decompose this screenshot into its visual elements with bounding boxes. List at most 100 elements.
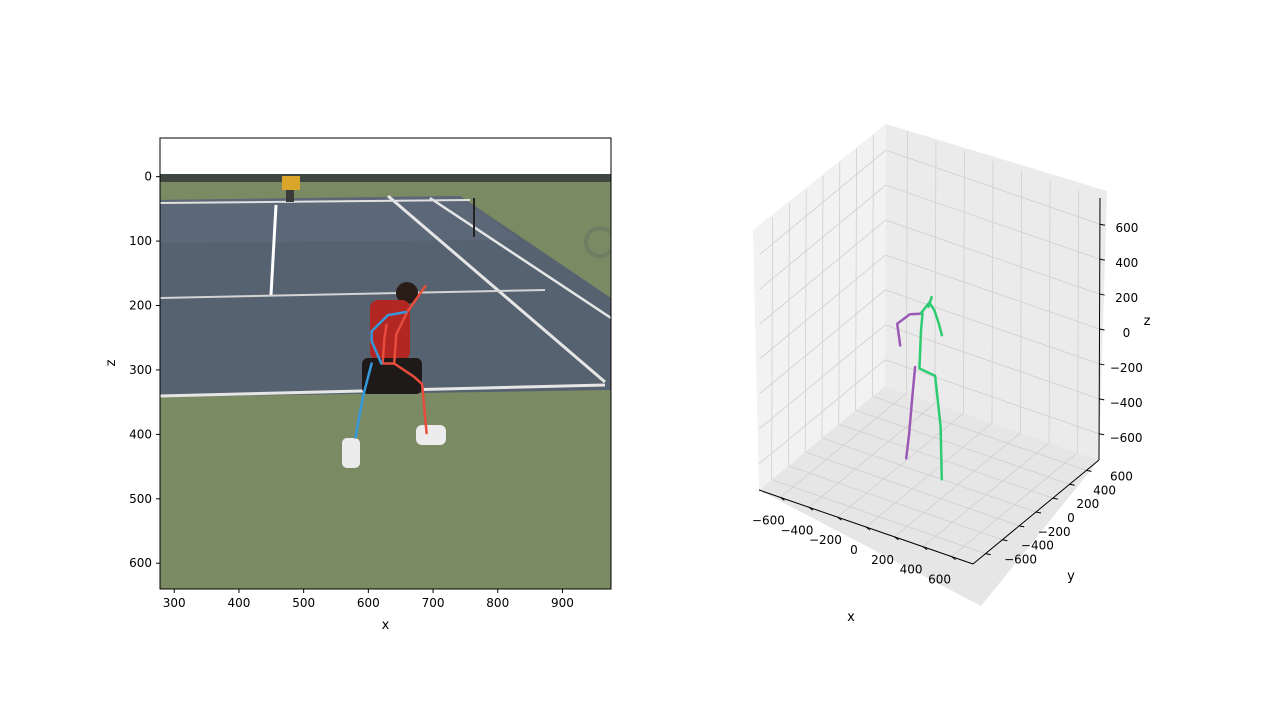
y-tick-mark bbox=[1002, 539, 1008, 542]
z-tick-label: −200 bbox=[1110, 361, 1143, 375]
z-tick-label: 600 bbox=[1115, 221, 1138, 235]
y-tick-label: 200 bbox=[1076, 497, 1099, 511]
image-y-tick-label: 100 bbox=[129, 234, 152, 248]
y-tick-mark bbox=[1052, 497, 1058, 500]
right-limb-2d bbox=[392, 362, 428, 435]
image-x-tick-label: 800 bbox=[486, 596, 509, 610]
image-panel: 300 400 500 600 700 800 900 0 100 200 300 400 500 60… bbox=[104, 137, 612, 633]
side-wall-gridline-z bbox=[759, 289, 886, 395]
pose-3d-x-axis-label: x bbox=[847, 610, 855, 625]
x-tick-label: −200 bbox=[809, 533, 842, 547]
x-tick-mark bbox=[922, 546, 928, 551]
z-tick-label: 400 bbox=[1115, 256, 1138, 270]
z-tick-label: 0 bbox=[1123, 326, 1131, 340]
side-wall-gridline-z bbox=[759, 219, 886, 325]
y-tick-label: −600 bbox=[1004, 553, 1037, 567]
pose-3d-grid bbox=[758, 131, 1101, 557]
x-tick-mark bbox=[780, 496, 785, 501]
left-limb-3d bbox=[904, 365, 917, 460]
image-x-ticks: 300 400 500 600 700 800 900 bbox=[163, 589, 574, 610]
right-limb-3d bbox=[918, 312, 944, 481]
x-tick-mark bbox=[894, 536, 899, 541]
side-wall-gridline-z bbox=[759, 149, 887, 255]
image-y-tick-label: 300 bbox=[129, 363, 152, 377]
z-tick-mark bbox=[1099, 328, 1105, 331]
z-tick-mark bbox=[1099, 398, 1105, 401]
x-tick-mark bbox=[865, 526, 871, 531]
x-tick-mark bbox=[837, 516, 842, 521]
pose-3d-axes: −600−400−2000200400600−600−400−200020040… bbox=[752, 197, 1143, 587]
back-wall-gridline-z bbox=[885, 289, 1100, 365]
y-tick-mark bbox=[1019, 525, 1025, 528]
back-wall-gridline-z bbox=[885, 254, 1100, 330]
xz-pane bbox=[753, 124, 886, 490]
image-axes-frame bbox=[159, 137, 612, 590]
x-tick-label: 600 bbox=[928, 573, 951, 587]
image-y-tick-label: 0 bbox=[144, 170, 152, 184]
back-wall-gridline-z bbox=[885, 149, 1101, 225]
side-wall-gridline-z bbox=[758, 359, 886, 465]
z-tick-label: 200 bbox=[1115, 291, 1138, 305]
z-tick-mark bbox=[1099, 433, 1105, 436]
y-tick-label: 400 bbox=[1093, 483, 1116, 497]
floor-gridline-y bbox=[788, 465, 1003, 541]
y-tick-label: −400 bbox=[1021, 539, 1054, 553]
pose-3d-y-axis-label: y bbox=[1067, 569, 1075, 584]
y-tick-mark bbox=[985, 553, 991, 556]
image-x-tick-label: 300 bbox=[163, 596, 186, 610]
image-x-axis-label: x bbox=[382, 618, 390, 633]
floor-gridline-y bbox=[838, 423, 1053, 499]
y-tick-mark bbox=[1069, 483, 1075, 486]
image-y-ticks: 0 100 200 300 400 500 600 bbox=[129, 170, 160, 570]
right-limb-2d bbox=[392, 284, 427, 365]
floor-gridline-y bbox=[805, 451, 1020, 527]
z-tick-mark bbox=[1099, 363, 1105, 366]
right-limb-3d bbox=[927, 295, 933, 308]
pose-3d-z-axis-label: z bbox=[1144, 314, 1151, 329]
left-limb-3d bbox=[895, 312, 924, 347]
x-tick-label: −600 bbox=[752, 513, 785, 527]
floor-gridline-y bbox=[855, 409, 1070, 485]
left-limb-2d bbox=[354, 362, 373, 439]
side-wall-gridline-z bbox=[759, 184, 887, 290]
floor-gridline-y bbox=[872, 396, 1087, 471]
right-limb-3d bbox=[919, 301, 944, 337]
image-x-tick-label: 500 bbox=[292, 596, 315, 610]
image-x-tick-label: 400 bbox=[227, 596, 250, 610]
floor-pane bbox=[759, 386, 1099, 606]
z-tick-label: −600 bbox=[1110, 431, 1143, 445]
x-tick-label: 200 bbox=[871, 553, 894, 567]
x-tick-mark bbox=[808, 506, 814, 511]
z-tick-label: −400 bbox=[1110, 396, 1143, 410]
back-wall-gridline-z bbox=[884, 359, 1100, 435]
x-tick-label: 400 bbox=[900, 563, 923, 577]
y-tick-label: 600 bbox=[1110, 469, 1133, 483]
image-y-tick-label: 500 bbox=[129, 492, 152, 506]
side-wall-gridline-z bbox=[758, 324, 886, 430]
y-tick-mark bbox=[1035, 511, 1042, 514]
image-x-tick-label: 700 bbox=[422, 596, 445, 610]
yz-pane bbox=[885, 124, 1107, 460]
image-y-tick-label: 400 bbox=[129, 427, 152, 441]
image-x-tick-label: 600 bbox=[357, 596, 380, 610]
pose-2d-overlay bbox=[354, 284, 428, 439]
x-tick-label: −400 bbox=[780, 523, 813, 537]
floor-gridline-y bbox=[771, 479, 986, 554]
right-limb-2d bbox=[381, 323, 396, 365]
side-wall-gridline-z bbox=[759, 254, 886, 360]
z-tick-mark bbox=[1099, 223, 1105, 226]
x-tick-mark bbox=[951, 556, 956, 560]
image-y-axis-label: z bbox=[104, 359, 119, 366]
back-wall-gridline-z bbox=[885, 219, 1100, 295]
z-tick-mark bbox=[1099, 258, 1105, 261]
pose-3d-skeleton bbox=[895, 295, 944, 481]
y-tick-mark bbox=[1086, 469, 1092, 472]
y-tick-label: −200 bbox=[1038, 525, 1071, 539]
image-y-tick-label: 200 bbox=[129, 299, 152, 313]
x-tick-label: 0 bbox=[850, 543, 858, 557]
image-x-tick-label: 900 bbox=[551, 596, 574, 610]
back-wall-gridline-z bbox=[885, 184, 1100, 260]
floor-gridline-y bbox=[821, 437, 1037, 513]
video-frame bbox=[160, 174, 611, 589]
